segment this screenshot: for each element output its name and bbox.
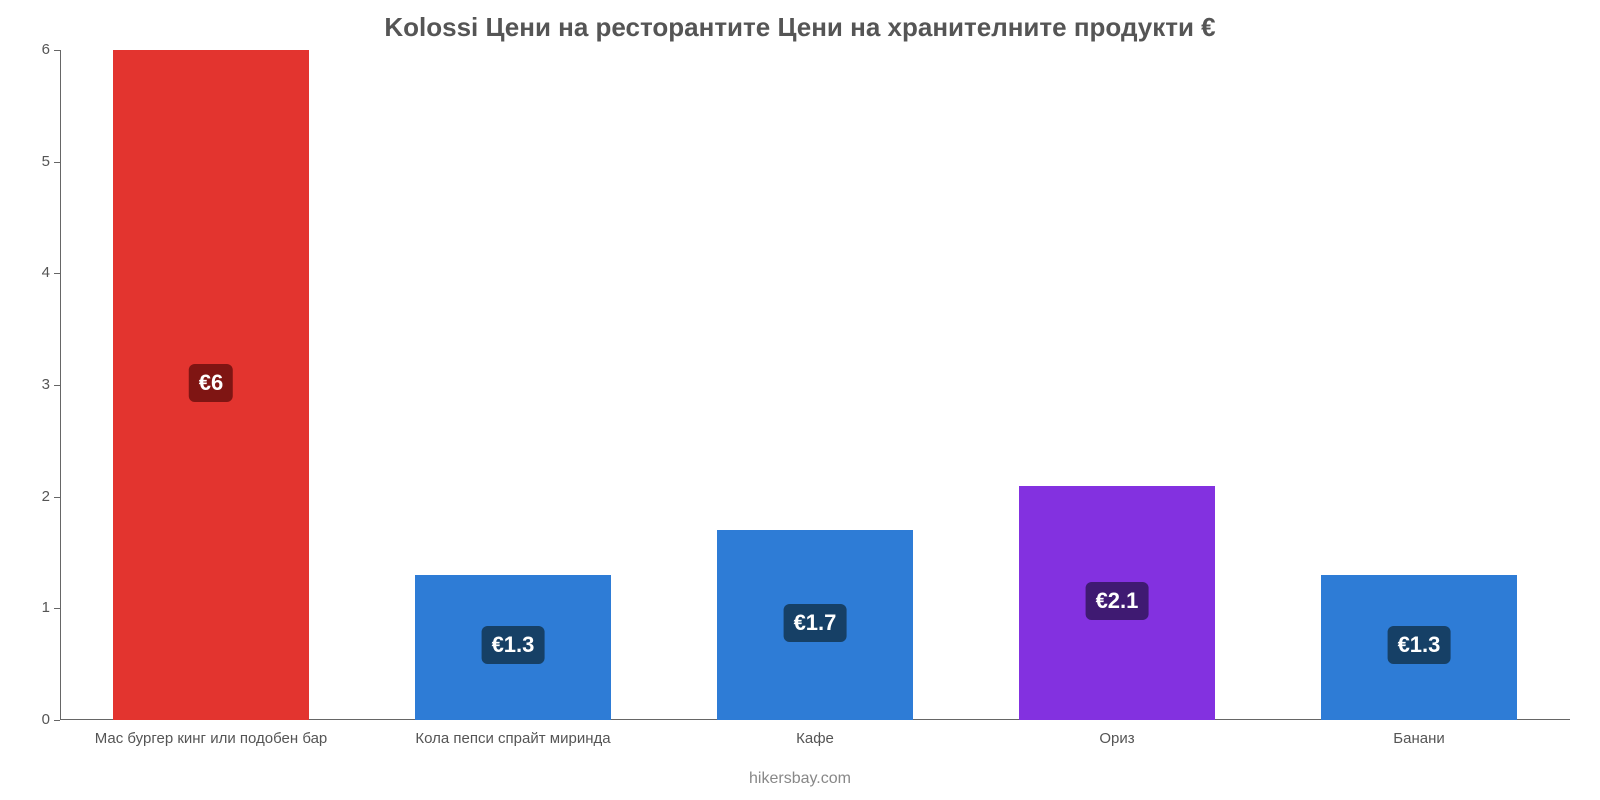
y-tick-label: 1 [42,599,50,616]
y-tick-mark [54,50,60,51]
bar: €2.1 [1019,486,1215,721]
plot-area: €6Мас бургер кинг или подобен бар€1.3Кол… [60,50,1570,720]
category-label: Мас бургер кинг или подобен бар [95,730,328,747]
y-tick-mark [54,608,60,609]
bar-slot: €1.3Кола пепси спрайт миринда [362,50,664,720]
category-label: Ориз [1099,730,1134,747]
chart-title: Kolossi Цени на ресторантите Цени на хра… [0,0,1600,47]
y-tick-mark [54,497,60,498]
y-tick-mark [54,385,60,386]
bar-value-label: €2.1 [1086,582,1149,620]
y-tick-mark [54,162,60,163]
bars-area: €6Мас бургер кинг или подобен бар€1.3Кол… [60,50,1570,720]
bar-value-label: €6 [189,364,233,402]
bar: €6 [113,50,309,720]
y-tick-label: 0 [42,711,50,728]
bar: €1.7 [717,530,913,720]
bar-value-label: €1.7 [784,604,847,642]
y-tick-label: 6 [42,41,50,58]
category-label: Кола пепси спрайт миринда [415,730,610,747]
bar-slot: €1.7Кафе [664,50,966,720]
category-label: Банани [1393,730,1444,747]
y-tick-label: 3 [42,376,50,393]
bar-value-label: €1.3 [1388,626,1451,664]
price-bar-chart: Kolossi Цени на ресторантите Цени на хра… [0,0,1600,800]
bar: €1.3 [415,575,611,720]
bar-slot: €1.3Банани [1268,50,1570,720]
y-tick-mark [54,273,60,274]
y-tick-label: 2 [42,488,50,505]
y-tick-label: 5 [42,153,50,170]
y-tick-mark [54,720,60,721]
bar-value-label: €1.3 [482,626,545,664]
attribution-text: hikersbay.com [0,770,1600,788]
bar-slot: €2.1Ориз [966,50,1268,720]
bar: €1.3 [1321,575,1517,720]
bar-slot: €6Мас бургер кинг или подобен бар [60,50,362,720]
y-tick-label: 4 [42,264,50,281]
category-label: Кафе [796,730,834,747]
